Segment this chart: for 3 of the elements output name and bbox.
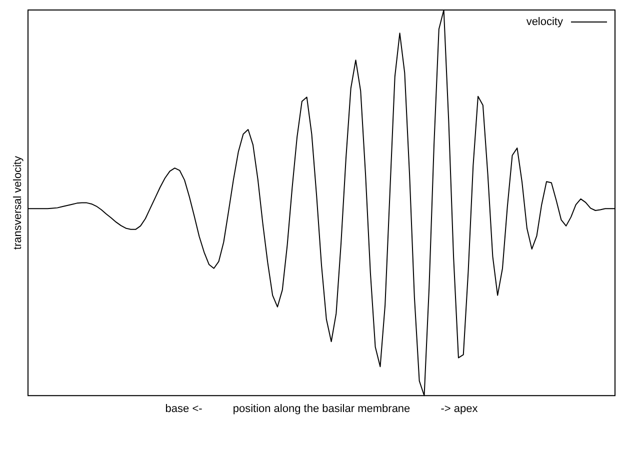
y-axis-title: transversal velocity	[12, 156, 24, 250]
legend-label: velocity	[526, 16, 564, 28]
x-axis-title: base <- position along the basilar membrane -> apex	[165, 403, 478, 416]
